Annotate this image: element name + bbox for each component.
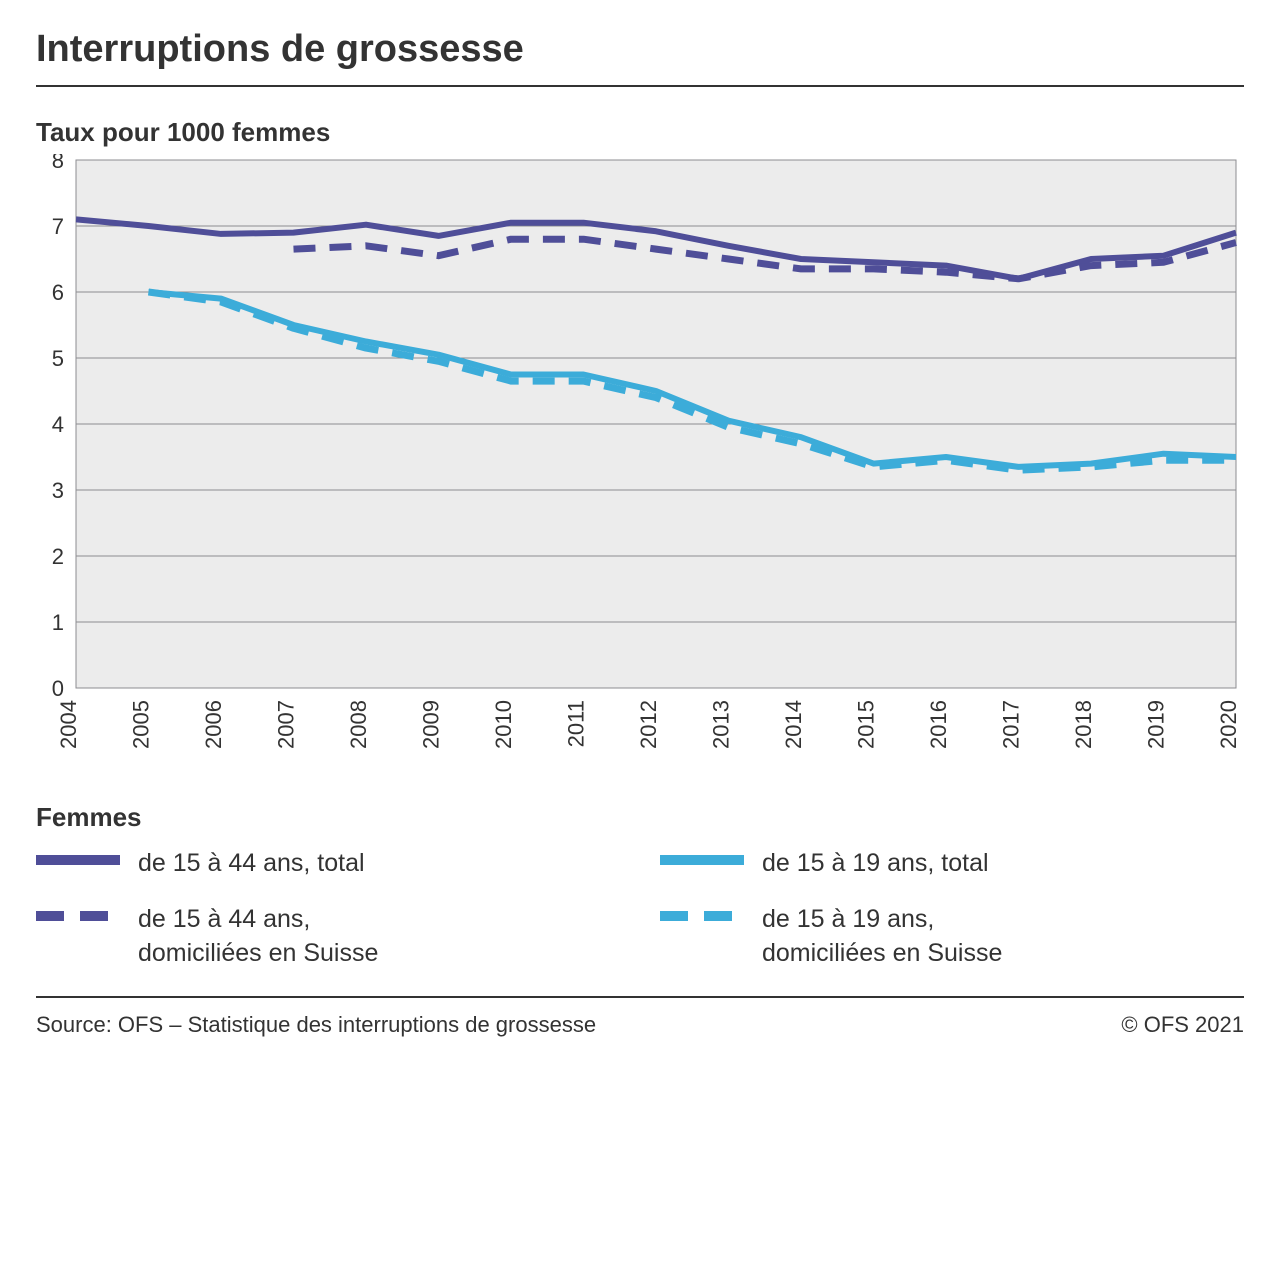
svg-text:2006: 2006 bbox=[201, 700, 226, 749]
chart-subtitle: Taux pour 1000 femmes bbox=[36, 117, 1244, 148]
footer-source: Source: OFS – Statistique des interrupti… bbox=[36, 1012, 596, 1038]
svg-text:2020: 2020 bbox=[1216, 700, 1241, 749]
svg-text:6: 6 bbox=[52, 280, 64, 305]
svg-text:2018: 2018 bbox=[1071, 700, 1096, 749]
svg-text:2016: 2016 bbox=[926, 700, 951, 749]
svg-text:2017: 2017 bbox=[999, 700, 1024, 749]
svg-text:2008: 2008 bbox=[346, 700, 371, 749]
svg-text:2012: 2012 bbox=[636, 700, 661, 749]
legend-title: Femmes bbox=[36, 802, 1244, 833]
line-chart: 0 1 2 3 4 5 6 7 8 2004 2005 2006 2007 2008 2009 2010 201… bbox=[36, 154, 1244, 774]
svg-text:2014: 2014 bbox=[781, 700, 806, 749]
svg-text:2015: 2015 bbox=[854, 700, 879, 749]
legend-item: de 15 à 44 ans, total bbox=[36, 847, 620, 881]
footer: Source: OFS – Statistique des interrupti… bbox=[36, 998, 1244, 1038]
chart-page: Interruptions de grossesse Taux pour 100… bbox=[0, 0, 1280, 1058]
svg-text:1: 1 bbox=[52, 610, 64, 635]
svg-text:2019: 2019 bbox=[1144, 700, 1169, 749]
legend-label: de 15 à 19 ans, total bbox=[762, 847, 989, 881]
legend: de 15 à 44 ans, total de 15 à 19 ans, to… bbox=[36, 847, 1244, 970]
legend-item: de 15 à 44 ans,domiciliées en Suisse bbox=[36, 903, 620, 971]
svg-text:3: 3 bbox=[52, 478, 64, 503]
svg-text:0: 0 bbox=[52, 676, 64, 701]
legend-label: de 15 à 19 ans,domiciliées en Suisse bbox=[762, 903, 1002, 971]
legend-swatch-icon bbox=[36, 855, 120, 865]
svg-text:2005: 2005 bbox=[129, 700, 154, 749]
title-rule bbox=[36, 85, 1244, 87]
legend-item: de 15 à 19 ans,domiciliées en Suisse bbox=[660, 903, 1244, 971]
svg-text:2010: 2010 bbox=[491, 700, 516, 749]
svg-text:8: 8 bbox=[52, 154, 64, 173]
chart-svg: 0 1 2 3 4 5 6 7 8 2004 2005 2006 2007 2008 2009 2010 201… bbox=[36, 154, 1244, 774]
svg-text:2: 2 bbox=[52, 544, 64, 569]
page-title: Interruptions de grossesse bbox=[36, 28, 1244, 71]
svg-text:7: 7 bbox=[52, 214, 64, 239]
svg-text:2007: 2007 bbox=[274, 700, 299, 749]
svg-text:2013: 2013 bbox=[709, 700, 734, 749]
svg-text:5: 5 bbox=[52, 346, 64, 371]
legend-item: de 15 à 19 ans, total bbox=[660, 847, 1244, 881]
svg-text:4: 4 bbox=[52, 412, 64, 437]
legend-label: de 15 à 44 ans,domiciliées en Suisse bbox=[138, 903, 378, 971]
legend-swatch-icon bbox=[660, 855, 744, 865]
svg-text:2009: 2009 bbox=[419, 700, 444, 749]
footer-copyright: © OFS 2021 bbox=[1121, 1012, 1244, 1038]
svg-text:2011: 2011 bbox=[564, 700, 589, 747]
legend-swatch-icon bbox=[36, 911, 120, 921]
legend-label: de 15 à 44 ans, total bbox=[138, 847, 365, 881]
svg-text:2004: 2004 bbox=[56, 700, 81, 749]
legend-swatch-icon bbox=[660, 911, 744, 921]
